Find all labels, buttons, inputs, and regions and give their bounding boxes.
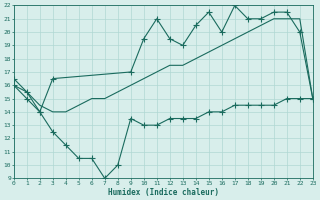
X-axis label: Humidex (Indice chaleur): Humidex (Indice chaleur) xyxy=(108,188,219,197)
